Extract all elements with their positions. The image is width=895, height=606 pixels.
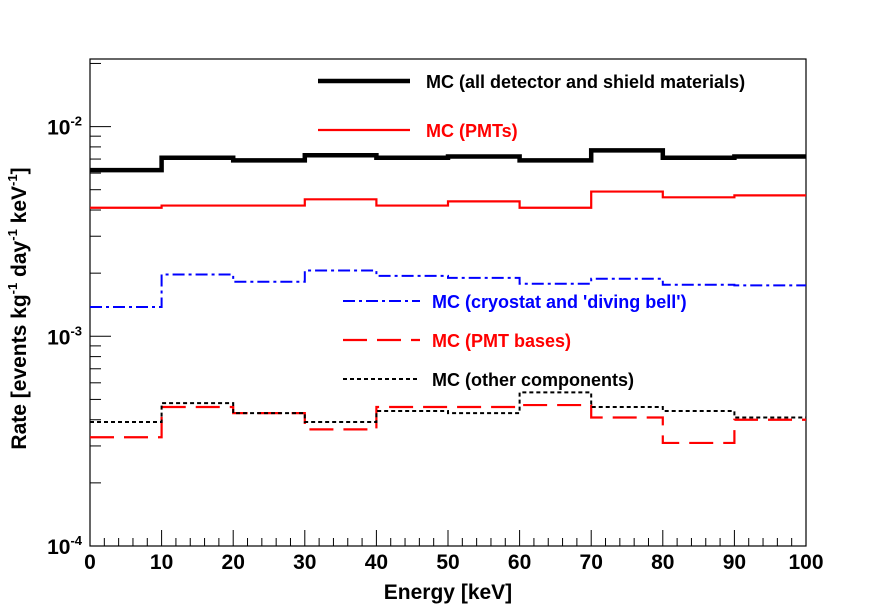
legend: MC (all detector and shield materials) MC… — [318, 72, 745, 390]
y-tick-label: 10-4 — [47, 533, 83, 559]
legend-entry: MC (PMT bases) — [432, 331, 571, 351]
axis-labels: Energy [keV] Rate [events kg-1 day-1 keV… — [5, 167, 512, 604]
y-axis-label-part: -1 — [5, 283, 20, 295]
x-tick-label: 40 — [365, 551, 388, 574]
x-tick-label: 10 — [150, 551, 173, 574]
x-tick-label: 60 — [508, 551, 531, 574]
y-axis-label-part: -1 — [5, 229, 20, 241]
legend-entry: MC (cryostat and 'diving bell') — [432, 292, 687, 312]
y-tick-label: 10-3 — [47, 323, 82, 349]
y-axis-label-part: ] — [8, 167, 31, 174]
x-tick-label: 90 — [723, 551, 746, 574]
legend-entry: MC (PMTs) — [426, 121, 518, 141]
x-tick-label: 80 — [651, 551, 674, 574]
x-axis-label: Energy [keV] — [384, 581, 512, 604]
y-axis-label-part: day — [8, 240, 31, 282]
x-tick-label: 30 — [293, 551, 316, 574]
series-line-4 — [90, 403, 806, 445]
series-line-3 — [90, 269, 806, 308]
series-line-5 — [90, 391, 806, 424]
y-axis-label-part: -1 — [5, 174, 20, 186]
y-axis-label: Rate [events kg-1 day-1 keV-1] — [5, 167, 31, 449]
data-series — [90, 148, 806, 445]
x-tick-label: 20 — [222, 551, 245, 574]
legend-entry: MC (all detector and shield materials) — [426, 72, 745, 92]
x-tick-label: 100 — [788, 551, 823, 574]
series-line-1 — [90, 148, 806, 173]
series-line-2 — [90, 190, 806, 209]
y-axis-label-part: Rate [events kg — [8, 294, 31, 449]
x-tick-label: 50 — [436, 551, 459, 574]
y-axis-label-part: keV — [8, 186, 31, 229]
legend-entry: MC (other components) — [432, 370, 634, 390]
x-tick-label: 70 — [580, 551, 603, 574]
y-tick-label: 10-2 — [47, 114, 82, 140]
x-tick-label: 0 — [84, 551, 96, 574]
axis-ticks: 0 10 20 30 40 50 60 70 80 90 100 10-4 10-3 10-2 — [47, 62, 824, 574]
